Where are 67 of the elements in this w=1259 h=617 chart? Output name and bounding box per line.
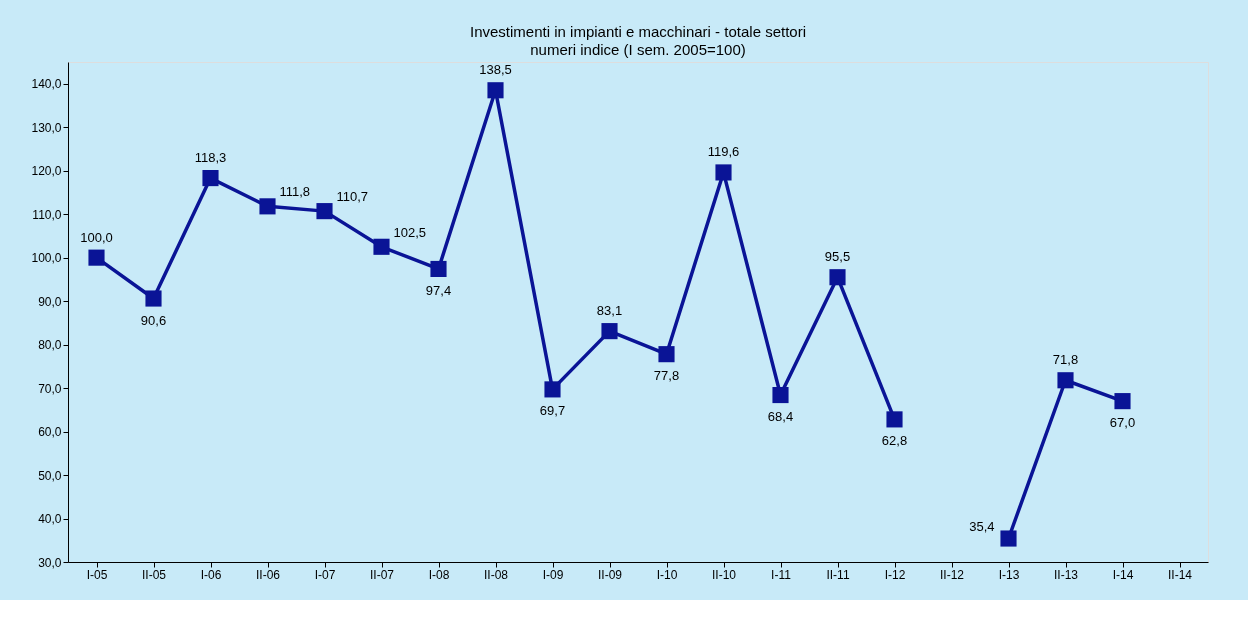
data-label: 102,5 [393, 224, 427, 240]
data-label: 118,3 [194, 150, 227, 166]
data-label: 100,0 [80, 229, 113, 245]
data-label: 77,8 [653, 368, 680, 384]
x-tick-label: I-12 [884, 567, 906, 582]
data-label: 95,5 [824, 249, 851, 265]
point [886, 411, 903, 428]
x-tick-label: I-10 [656, 567, 678, 582]
x-tick-label: I-05 [86, 567, 108, 582]
data-label: 35,4 [969, 518, 995, 534]
x-tick-label: II-05 [141, 567, 167, 582]
x-tick-label: I-08 [428, 567, 450, 582]
chart-title: Investimenti in impianti e macchinari - totale settori [470, 23, 806, 40]
x-tick-label: II-11 [826, 567, 850, 582]
x-tick-label: I-07 [314, 567, 336, 582]
data-label: 138,5 [479, 62, 512, 78]
data-label: 90,6 [140, 312, 167, 328]
point [259, 198, 276, 215]
point [658, 346, 675, 363]
y-tick-label: 40,0 [38, 512, 62, 527]
y-tick-label: 90,0 [38, 294, 62, 309]
point [316, 203, 333, 220]
x-tick-label: II-10 [711, 567, 737, 582]
point [373, 238, 390, 255]
y-tick-label: 70,0 [38, 381, 62, 396]
data-label: 110,7 [336, 189, 369, 205]
y-tick-label: 100,0 [31, 251, 62, 266]
data-label: 68,4 [767, 409, 794, 425]
data-label: 69,7 [539, 403, 566, 419]
y-tick-label: 60,0 [38, 425, 62, 440]
x-tick-label: II-09 [597, 567, 623, 582]
data-label: 119,6 [707, 144, 740, 160]
x-tick-label: II-14 [1167, 567, 1193, 582]
y-tick-label: 120,0 [31, 164, 62, 179]
point [487, 82, 504, 99]
x-tick-label: I-06 [200, 567, 222, 582]
x-tick-label: I-13 [998, 567, 1020, 582]
y-tick-label: 30,0 [38, 555, 62, 570]
point [715, 164, 732, 181]
data-label: 67,0 [1109, 415, 1136, 431]
data-label: 71,8 [1052, 352, 1079, 368]
y-tick-label: 140,0 [31, 77, 62, 92]
y-tick-label: 80,0 [38, 338, 62, 353]
point [829, 269, 846, 286]
data-label: 97,4 [425, 282, 452, 298]
x-tick-label: II-06 [255, 567, 281, 582]
x-tick-label: II-07 [369, 567, 395, 582]
x-tick-label: II-12 [939, 567, 965, 582]
data-label: 111,8 [279, 184, 311, 200]
y-tick-label: 110,0 [32, 207, 62, 222]
point [772, 386, 789, 404]
x-tick-label: II-13 [1053, 567, 1079, 582]
y-tick-label: 50,0 [38, 468, 62, 483]
x-tick-label: I-09 [542, 567, 564, 582]
data-label: 83,1 [596, 303, 623, 319]
x-tick-label: I-14 [1112, 567, 1134, 582]
x-tick-label: II-08 [483, 567, 509, 582]
point [145, 290, 162, 307]
point [430, 260, 447, 278]
point [202, 170, 219, 187]
point [544, 381, 561, 398]
chart-subtitle: numeri indice (I sem. 2005=100) [530, 41, 746, 58]
y-tick-label: 130,0 [31, 120, 62, 135]
point [601, 323, 618, 340]
x-tick-label: I-11 [771, 567, 792, 582]
data-label: 62,8 [881, 433, 908, 449]
point [88, 249, 105, 266]
